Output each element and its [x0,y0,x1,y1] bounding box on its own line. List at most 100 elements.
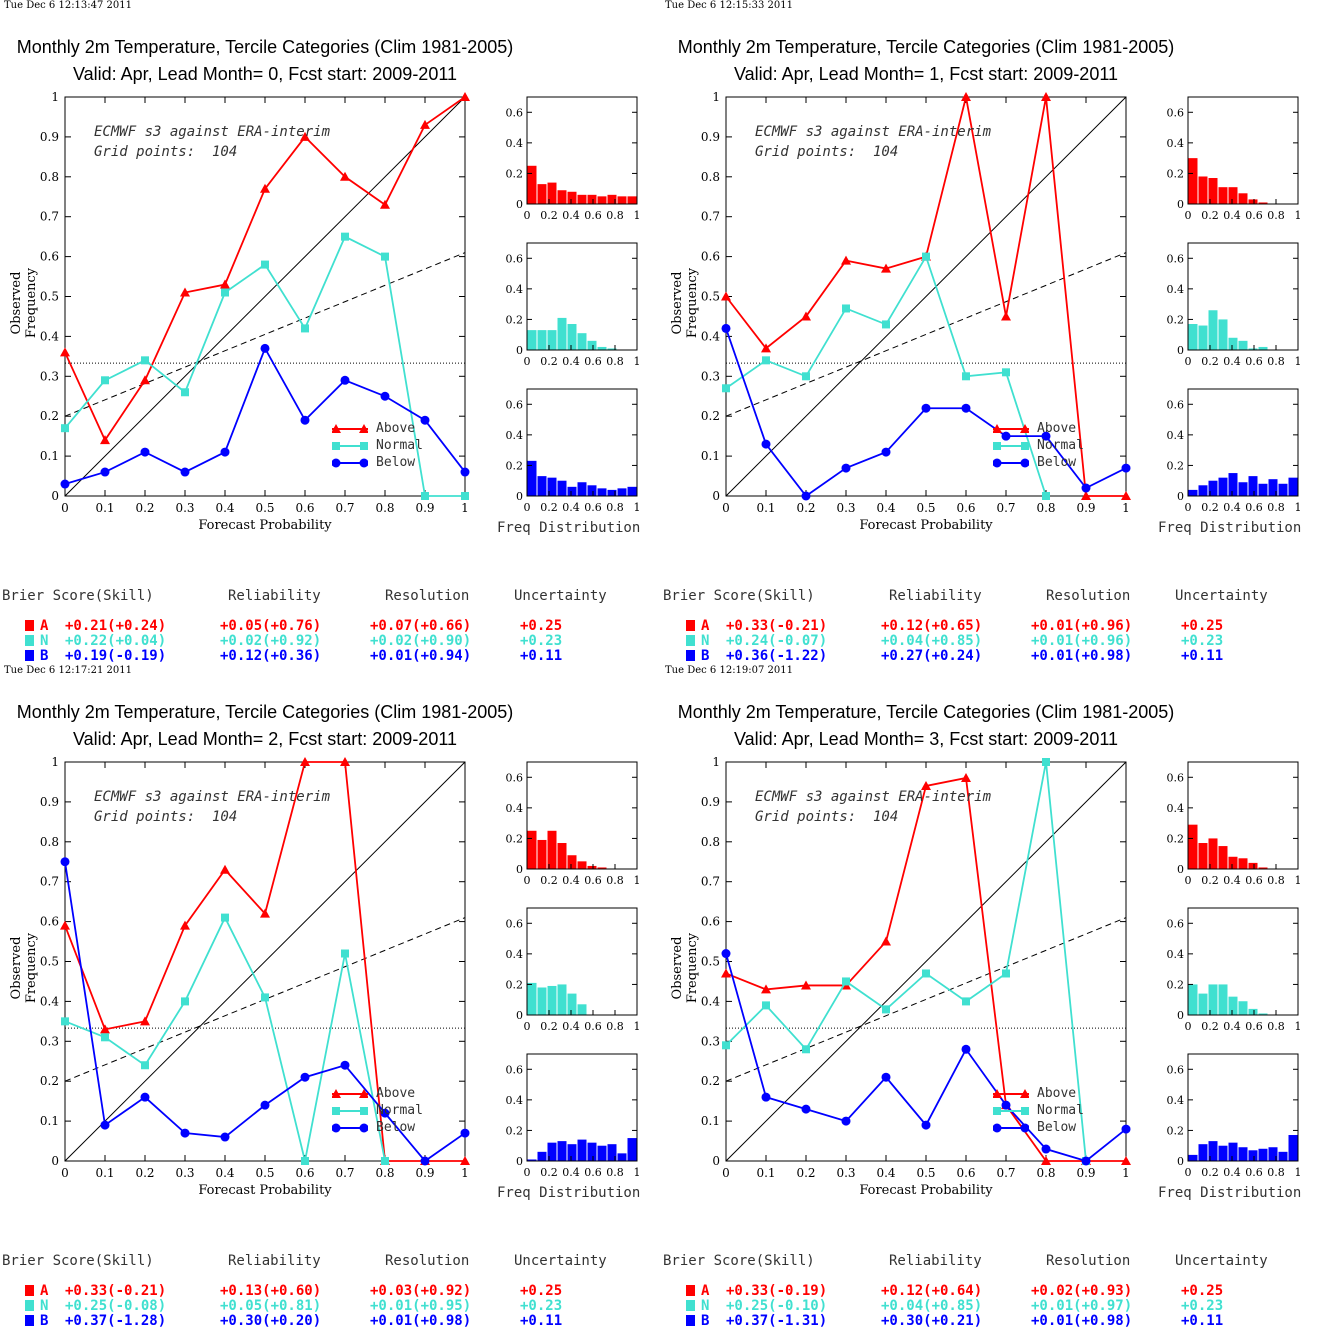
freq-bar [1188,984,1198,1015]
timestamp: Tue Dec 6 12:17:21 2011 [4,665,133,676]
color-square [686,1300,695,1311]
y-tick-label: 0.2 [506,459,524,472]
legend-label: Above [376,421,416,436]
score-value: +0.01(+0.96) [1031,633,1133,649]
y-tick-label: 0.8 [701,835,720,849]
data-point-above [881,263,891,273]
score-value: +0.11 [520,648,563,664]
data-point-normal [61,424,69,433]
x-tick-label: 0.8 [1036,1166,1055,1180]
score-header: Reliability [889,588,982,604]
data-point-normal [141,356,149,365]
freq-bar [537,1151,547,1161]
freq-bar [1248,199,1258,204]
legend-item: Above [993,1085,1084,1102]
y-tick-label: 0.7 [701,210,720,224]
freq-bar [597,346,607,350]
x-tick-label: 0.6 [295,501,314,515]
y-tick-label: 0.2 [701,409,720,423]
x-tick-label: 0.9 [1076,1166,1095,1180]
legend-marker [332,1088,341,1098]
data-point-above [380,199,390,209]
freq-bar [557,480,567,496]
data-point-below [921,403,931,413]
data-point-above [300,757,310,766]
legend-swatch [993,1088,1029,1100]
score-value: +0.25(-0.08) [65,1298,167,1314]
y-tick-label: 0.4 [506,283,524,296]
data-point-above [220,279,230,289]
x-tick-label: 0.8 [606,874,624,887]
y-tick-label: 0.2 [40,409,59,423]
score-value: +0.36(-1.22) [726,648,828,664]
score-value: +0.02(+0.90) [370,633,472,649]
freq-bar [587,1142,597,1161]
histogram-frame [526,1053,638,1162]
legend-label: Above [376,1086,416,1101]
legend-item: Above [993,420,1084,437]
annotation-line1: ECMWF s3 against ERA-interim [755,789,992,805]
data-point-above [100,435,110,445]
x-tick-label: 0 [1185,209,1192,222]
score-row: N +0.25(-0.10) +0.04(+0.85) +0.01(+0.97) +0.… [661,1298,1322,1314]
freq-bar [1218,984,1228,1015]
y-tick-label: 0 [1177,1155,1184,1168]
freq-bar [527,830,537,869]
x-tick-label: 0.4 [562,355,580,368]
score-value: +0.25 [1181,1283,1224,1299]
freq-histogram-above: 0 0.2 0.4 0.6 0 0.2 0.4 0.6 0.8 1 [506,761,641,887]
freq-bar [1218,477,1228,496]
legend-marker [332,441,340,450]
y-tick-label: 0.4 [1167,429,1185,442]
data-point-normal [181,388,189,397]
freq-distribution-label: Freq Distribution [1158,1185,1302,1201]
y-tick-label: 0.9 [40,795,59,809]
legend-marker [1020,458,1029,467]
freq-bar [527,982,537,1015]
x-tick-label: 1 [1295,1166,1302,1179]
x-tick-label: 1 [634,209,641,222]
color-square [25,1300,34,1311]
score-header: Resolution [385,588,470,604]
data-point-above [1041,92,1051,101]
x-tick-label: 0.1 [756,501,775,515]
data-point-below [1081,483,1091,493]
y-tick-label: 0.4 [1167,283,1185,296]
y-tick-label: 0.1 [40,449,59,463]
data-point-normal [962,997,970,1006]
freq-bar [1238,340,1248,350]
y-axis-label: Observed Frequency [9,267,39,339]
x-tick-label: 0 [524,209,531,222]
data-point-below [761,439,771,449]
legend-marker [359,458,368,467]
data-point-normal [341,232,349,241]
score-header: Reliability [228,1253,321,1269]
legend-swatch [332,440,368,452]
data-point-above [460,1156,470,1165]
data-point-above [60,347,70,357]
data-point-above [1041,1156,1051,1165]
freq-bar [1228,473,1238,496]
x-tick-label: 0.4 [1223,1020,1241,1033]
chart-svg: 0 0.1 0.2 0.3 0.4 0.5 0.6 0.7 0.8 0.9 1 0 0.1 0.2 0.3 0… [40,90,641,515]
data-point-normal [221,288,229,297]
data-point-below [380,1108,390,1118]
freq-bar [1288,477,1298,496]
legend-swatch [993,440,1029,452]
legend-marker [359,1088,368,1098]
data-point-above [60,920,70,930]
legend-marker [332,1106,340,1115]
x-tick-label: 0.6 [584,874,602,887]
score-value: +0.33(-0.19) [726,1283,828,1299]
series-below [60,343,470,489]
freq-bar [557,317,567,350]
histogram-frame [1187,907,1299,1016]
histogram-frame [1187,761,1299,870]
reliability-panel: Tue Dec 6 12:15:33 2011 Monthly 2m Temper… [661,0,1322,665]
freq-bar [1188,489,1198,496]
data-point-below [140,447,150,457]
y-tick-label: 0.9 [701,795,720,809]
color-square [25,650,34,661]
freq-bar [1238,1001,1248,1015]
x-tick-label: 0.8 [1267,355,1285,368]
